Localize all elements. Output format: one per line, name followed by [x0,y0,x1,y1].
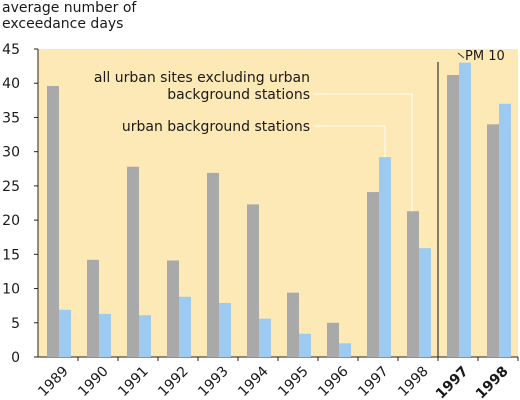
y-tick-label: 30 [2,145,20,161]
bar-urban-background-1992 [179,296,191,357]
panel-label-pm10: PM 10 [465,49,505,64]
bar-all-urban-sites-1998 [407,211,419,357]
bar-urban-background-1991 [139,315,151,357]
bar-all-urban-sites-1996 [327,322,339,357]
bar-all-urban-sites-1990 [87,259,99,357]
bars [47,62,511,358]
y-tick-label: 45 [2,42,20,58]
y-tick-label: 40 [2,76,20,92]
x-tick-label: 1992 [155,363,192,400]
bar-all-urban-sites-1991 [127,166,139,357]
y-tick-label: 25 [2,179,20,195]
bar-urban-background-1998 [499,103,511,357]
bar-urban-background-1997 [379,157,391,357]
leader-all-urban [313,93,413,212]
bar-all-urban-sites-1992 [167,260,179,357]
bar-urban-background-1997 [459,62,471,357]
y-tick-label: 35 [2,110,20,126]
x-tick-label: 1989 [35,363,72,400]
leader-urban-background [313,125,386,158]
y-axis-label: average number of exceedance days [2,0,137,32]
y-tick-label: 15 [2,247,20,263]
annotation-urban-background: urban background stations [122,119,310,135]
x-tick-label: 1997 [433,363,472,400]
bar-all-urban-sites-1994 [247,204,259,357]
y-tick-label: 20 [2,213,20,229]
x-tick-label: 1993 [195,363,232,400]
bar-urban-background-1990 [99,313,111,357]
x-tick-label: 1997 [355,363,392,400]
bar-all-urban-sites-1995 [287,292,299,357]
bar-all-urban-sites-1998 [487,124,499,358]
bar-urban-background-1989 [59,309,71,357]
annotations: PM 10 all urban sites excluding urbanback… [94,49,505,357]
x-tick-label: 1998 [395,363,432,400]
bar-all-urban-sites-1997 [447,75,459,358]
annotation-all-urban-line1: all urban sites excluding urban [94,70,310,86]
x-tick-label: 1994 [235,363,272,400]
panel-label-leader [457,52,465,59]
x-tick-label: 1998 [473,363,512,400]
x-axis: 1989 1990 1991 1992 1993 1994 1995 1996 1997 1998… [35,356,519,400]
bar-all-urban-sites-1997 [367,192,379,357]
bar-urban-background-1998 [419,248,431,357]
x-tick-label: 1990 [75,363,112,400]
y-tick-label: 0 [11,350,20,366]
bar-urban-background-1995 [299,333,311,357]
bar-urban-background-1993 [219,302,231,357]
x-tick-label: 1991 [115,363,152,400]
y-axis: 0 5 10 15 20 25 30 35 40 45 [2,42,39,366]
x-tick-label: 1996 [315,363,352,400]
bar-urban-background-1996 [339,343,351,357]
x-tick-label: 1995 [275,363,312,400]
bar-all-urban-sites-1993 [207,172,219,357]
bar-urban-background-1994 [259,318,271,357]
y-tick-label: 5 [11,316,20,332]
annotation-all-urban-line2: background stations [167,87,310,103]
bar-all-urban-sites-1989 [47,85,59,358]
y-tick-label: 10 [2,282,20,298]
